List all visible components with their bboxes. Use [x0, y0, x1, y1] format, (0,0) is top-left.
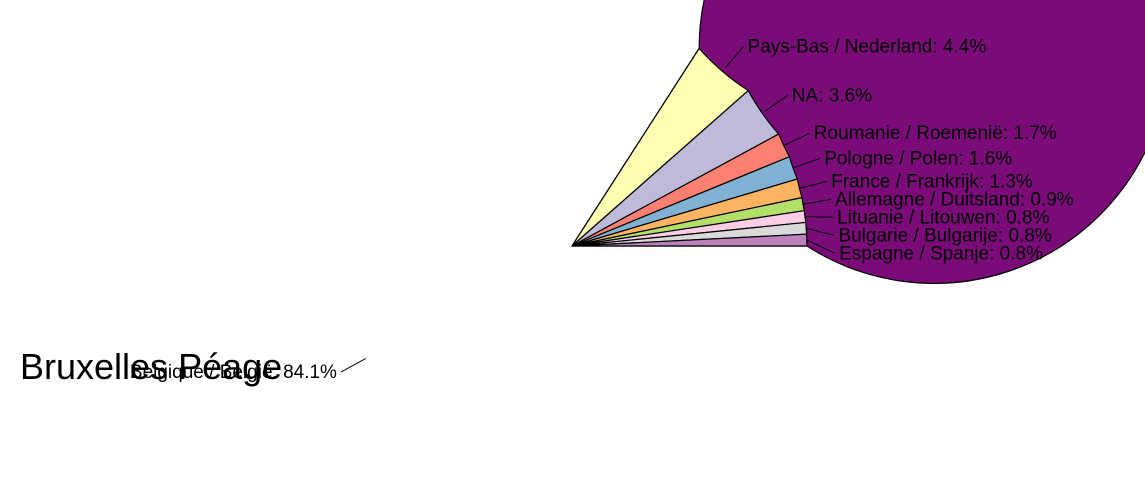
slice-label: Pays-Bas / Nederland: 4.4%	[748, 36, 987, 57]
slice-label: Lituanie / Litouwen: 0.8%	[837, 207, 1049, 228]
leader-line	[806, 227, 835, 236]
slice-labels: Belgique / België: 84.1% Pays-Bas / Neder…	[130, 36, 1074, 383]
pie-slices	[570, 0, 1145, 284]
slice-label: Espagne / Spanje: 0.8%	[839, 243, 1043, 264]
slice-label: NA: 3.6%	[792, 85, 872, 106]
chart-caption: Bruxelles Péage	[20, 346, 283, 387]
slice-label: Allemagne / Duitsland: 0.9%	[835, 189, 1074, 210]
slice-label: Bulgarie / Bulgarije: 0.8%	[838, 225, 1051, 246]
leader-line	[724, 46, 744, 69]
leader-line	[784, 132, 811, 146]
leader-line	[803, 198, 832, 205]
slice-label: France / Frankrijk: 1.3%	[831, 171, 1033, 192]
leader-line	[793, 157, 821, 169]
leader-line	[805, 216, 834, 218]
leader-line	[806, 239, 836, 254]
leader-line	[799, 180, 828, 189]
slice-label: Pologne / Polen: 1.6%	[824, 148, 1012, 169]
slice-label: Belgique / België: 84.1%	[130, 362, 337, 383]
pie-slice	[571, 233, 808, 247]
leader-line	[340, 358, 366, 373]
slice-label: Roumanie / Roemenië: 1.7%	[814, 123, 1057, 144]
leader-lines	[340, 46, 836, 373]
leader-line	[764, 94, 789, 112]
